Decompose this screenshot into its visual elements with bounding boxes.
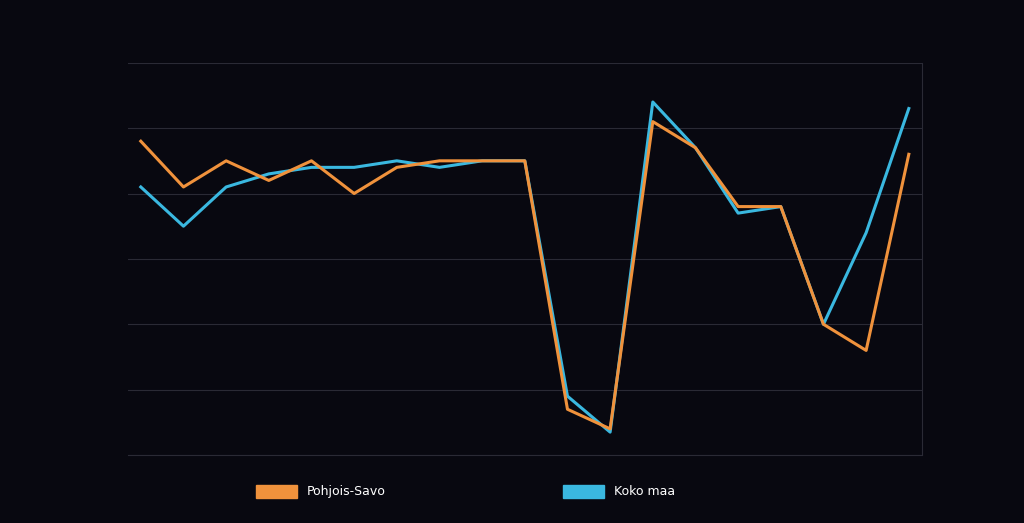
Text: Koko maa: Koko maa [614, 485, 676, 498]
Text: Pohjois-Savo: Pohjois-Savo [307, 485, 386, 498]
